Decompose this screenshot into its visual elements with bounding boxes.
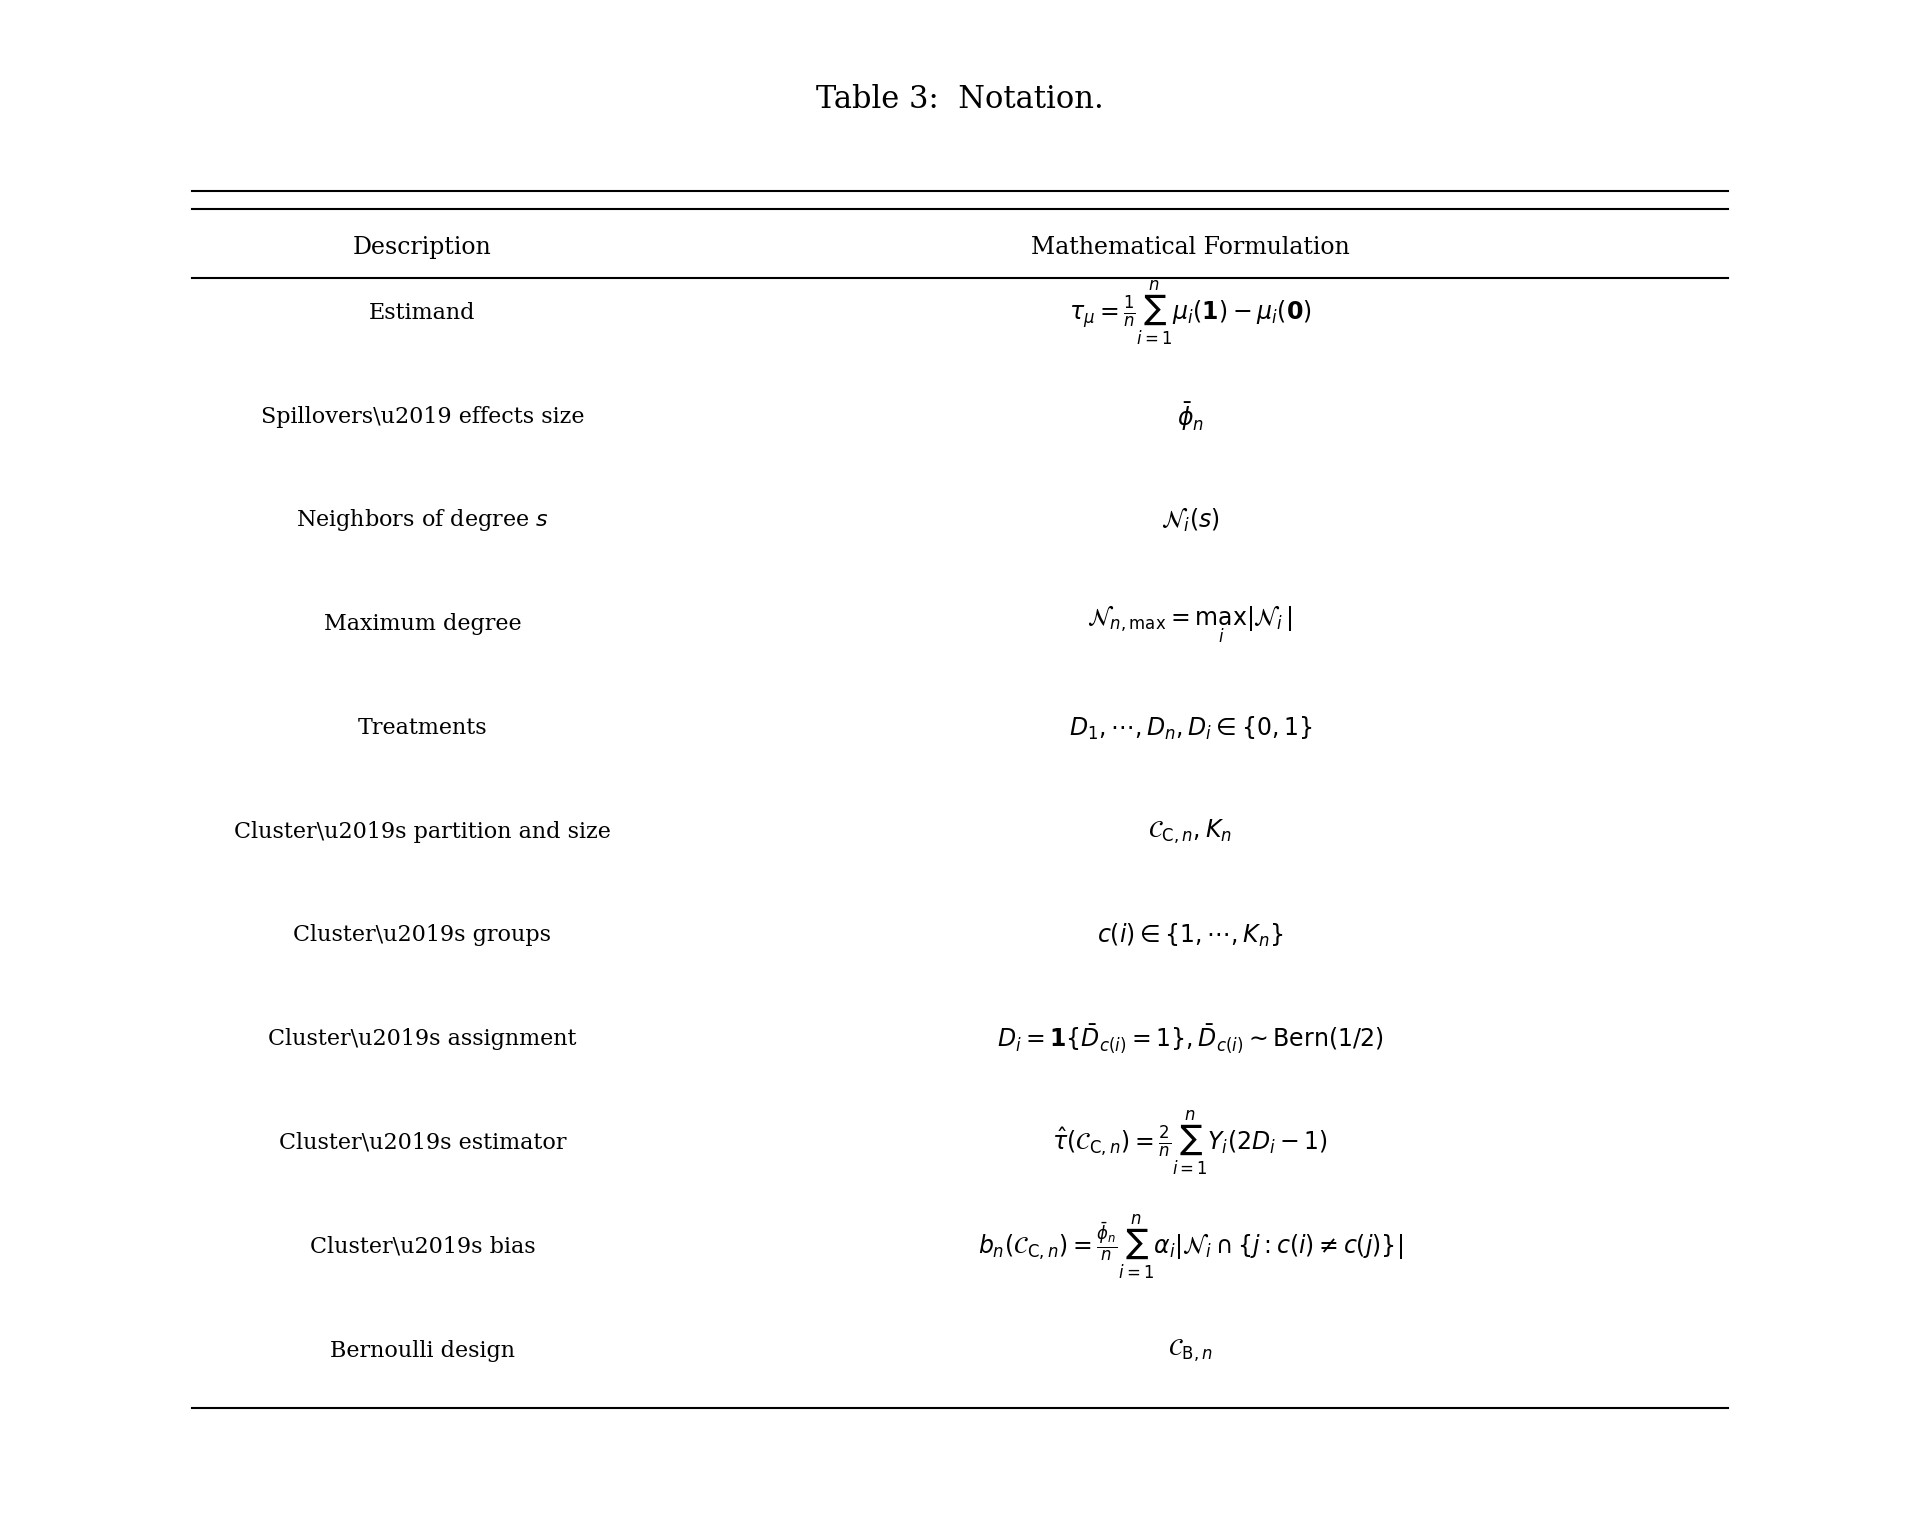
Text: $c(i) \in \{1, \cdots, K_n\}$: $c(i) \in \{1, \cdots, K_n\}$ xyxy=(1096,922,1284,949)
Text: Cluster\u2019s assignment: Cluster\u2019s assignment xyxy=(269,1029,576,1050)
Text: $\tau_{\mu} = \frac{1}{n}\sum_{i=1}^{n} \mu_i(\mathbf{1}) - \mu_i(\mathbf{0})$: $\tau_{\mu} = \frac{1}{n}\sum_{i=1}^{n} … xyxy=(1069,279,1311,346)
Text: $\mathcal{C}_{\mathrm{C},n}, K_n$: $\mathcal{C}_{\mathrm{C},n}, K_n$ xyxy=(1148,818,1233,845)
Text: $\mathcal{N}_i(s)$: $\mathcal{N}_i(s)$ xyxy=(1162,507,1219,534)
Text: $b_n(\mathcal{C}_{\mathrm{C},n}) = \frac{\bar{\phi}_n}{n} \sum_{i=1}^{n} \alpha_: $b_n(\mathcal{C}_{\mathrm{C},n}) = \frac… xyxy=(977,1213,1404,1280)
Text: Mathematical Formulation: Mathematical Formulation xyxy=(1031,235,1350,259)
Text: $D_1, \cdots, D_n, D_i \in \{0, 1\}$: $D_1, \cdots, D_n, D_i \in \{0, 1\}$ xyxy=(1069,714,1311,742)
Text: Description: Description xyxy=(353,235,492,259)
Text: Bernoulli design: Bernoulli design xyxy=(330,1340,515,1361)
Text: Neighbors of degree $s$: Neighbors of degree $s$ xyxy=(296,507,549,534)
Text: Cluster\u2019s groups: Cluster\u2019s groups xyxy=(294,925,551,946)
Text: Estimand: Estimand xyxy=(369,302,476,324)
Text: Maximum degree: Maximum degree xyxy=(324,613,520,635)
Text: $\hat{\tau}(\mathcal{C}_{\mathrm{C},n}) = \frac{2}{n} \sum_{i=1}^{n} Y_i(2D_i - : $\hat{\tau}(\mathcal{C}_{\mathrm{C},n}) … xyxy=(1052,1109,1329,1177)
Text: Cluster\u2019s bias: Cluster\u2019s bias xyxy=(309,1236,536,1257)
Text: $\mathcal{C}_{\mathrm{B},n}$: $\mathcal{C}_{\mathrm{B},n}$ xyxy=(1167,1337,1213,1364)
Text: $\bar{\phi}_n$: $\bar{\phi}_n$ xyxy=(1177,400,1204,433)
Text: $D_i = \mathbf{1}\{\bar{D}_{c(i)} = 1\}, \bar{D}_{c(i)} \sim \mathrm{Bern}(1/2)$: $D_i = \mathbf{1}\{\bar{D}_{c(i)} = 1\},… xyxy=(996,1022,1384,1056)
Text: Cluster\u2019s partition and size: Cluster\u2019s partition and size xyxy=(234,821,611,842)
Text: Spillovers\u2019 effects size: Spillovers\u2019 effects size xyxy=(261,406,584,427)
Text: Cluster\u2019s estimator: Cluster\u2019s estimator xyxy=(278,1132,566,1154)
Text: $\mathcal{N}_{n,\mathrm{max}} = \max_i |\mathcal{N}_i|$: $\mathcal{N}_{n,\mathrm{max}} = \max_i |… xyxy=(1087,603,1294,645)
Text: Treatments: Treatments xyxy=(357,717,488,739)
Text: Table 3:  Notation.: Table 3: Notation. xyxy=(816,84,1104,114)
